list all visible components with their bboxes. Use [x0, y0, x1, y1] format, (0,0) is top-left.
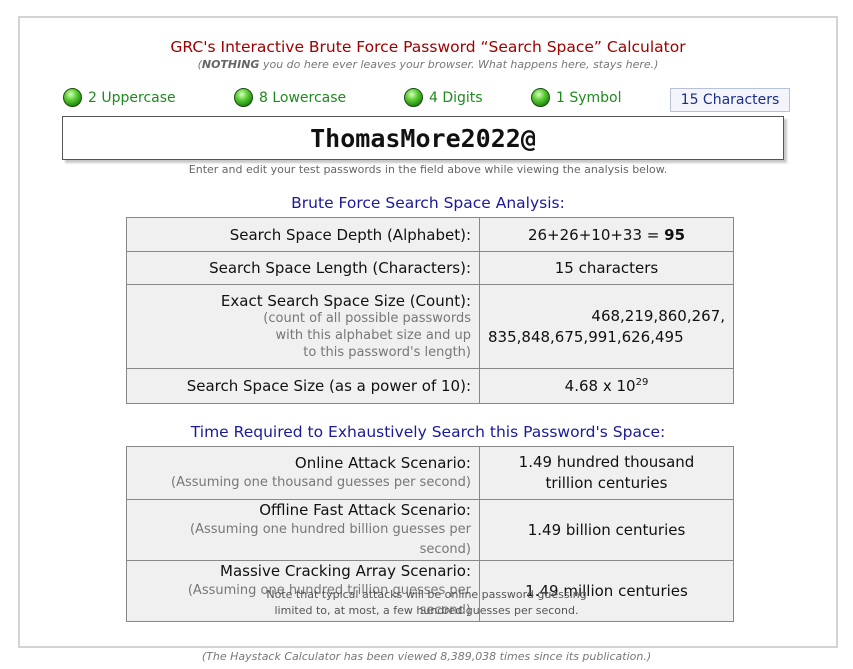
offline-label: Offline Fast Attack Scenario:: [259, 501, 471, 519]
password-input[interactable]: ThomasMore2022@: [62, 116, 784, 160]
depth-total: 95: [664, 225, 686, 244]
subtitle-rest: you do here ever leaves your browser. Wh…: [259, 58, 659, 71]
power-exponent: 29: [635, 377, 649, 388]
note-line-2: limited to, at most, a few hundred guess…: [274, 604, 579, 617]
power-label: Search Space Size (as a power of 10):: [126, 368, 480, 404]
size-value-2: 835,848,675,991,626,495: [488, 327, 684, 346]
depth-label: Search Space Depth (Alphabet):: [126, 217, 480, 252]
green-light-icon: [531, 88, 550, 107]
indicator-uppercase: 2 Uppercase: [63, 88, 176, 107]
offline-value: 1.49 billion centuries: [479, 499, 734, 561]
length-value: 15 characters: [479, 251, 734, 285]
table-row: Search Space Depth (Alphabet): 26+26+10+…: [126, 217, 734, 252]
depth-value: 26+26+10+33 = 95: [479, 217, 734, 252]
table-row: Online Attack Scenario: (Assuming one th…: [126, 446, 734, 500]
indicator-lowercase: 8 Lowercase: [234, 88, 346, 107]
online-label-cell: Online Attack Scenario: (Assuming one th…: [126, 446, 480, 500]
calculator-panel: GRC's Interactive Brute Force Password “…: [18, 16, 838, 648]
table-row: Search Space Length (Characters): 15 cha…: [126, 251, 734, 285]
table-row: Search Space Size (as a power of 10): 4.…: [126, 368, 734, 404]
view-counter-footer: (The Haystack Calculator has been viewed…: [201, 650, 652, 663]
indicator-label: 8 Lowercase: [259, 89, 347, 106]
subtitle-open: (: [197, 58, 202, 71]
attack-note: Note that typical attacks will be online…: [0, 587, 853, 619]
online-value-2: trillion centuries: [545, 474, 668, 492]
massive-label: Massive Cracking Array Scenario:: [220, 562, 471, 580]
green-light-icon: [404, 88, 423, 107]
size-value-cell: 468,219,860,267, 835,848,675,991,626,495: [479, 284, 734, 369]
table-row: Offline Fast Attack Scenario: (Assuming …: [126, 499, 734, 561]
page-title: GRC's Interactive Brute Force Password “…: [170, 38, 686, 56]
note-line-1: Note that typical attacks will be online…: [266, 588, 587, 601]
green-light-icon: [63, 88, 82, 107]
power-value: 4.68 x 1029: [479, 368, 734, 404]
depth-expression: 26+26+10+33 =: [527, 225, 665, 244]
online-value-cell: 1.49 hundred thousand trillion centuries: [479, 446, 734, 500]
online-label: Online Attack Scenario:: [294, 454, 471, 472]
online-value-1: 1.49 hundred thousand: [518, 453, 695, 471]
power-base: 4.68 x 10: [564, 377, 636, 395]
analysis-table: Search Space Depth (Alphabet): 26+26+10+…: [126, 217, 734, 404]
massive-note: (Assuming one hundred trillion guesses p…: [187, 583, 471, 618]
massive-value: 1.49 million centuries: [479, 560, 734, 622]
indicator-digits: 4 Digits: [404, 88, 483, 107]
analysis-heading: Brute Force Search Space Analysis:: [291, 194, 565, 212]
table-row: Exact Search Space Size (Count): (count …: [126, 284, 734, 369]
size-note-2: with this alphabet size and up: [275, 327, 471, 343]
indicator-label: 2 Uppercase: [88, 89, 176, 106]
character-count-badge: 15 Characters: [670, 88, 790, 112]
size-label: Exact Search Space Size (Count):: [220, 291, 471, 310]
time-table: Online Attack Scenario: (Assuming one th…: [126, 446, 734, 622]
size-label-cell: Exact Search Space Size (Count): (count …: [126, 284, 480, 369]
indicator-symbol: 1 Symbol: [531, 88, 622, 107]
offline-label-cell: Offline Fast Attack Scenario: (Assuming …: [126, 499, 480, 561]
subtitle-emphasis: NOTHING: [201, 58, 260, 71]
time-heading: Time Required to Exhaustively Search thi…: [190, 423, 666, 441]
offline-note: (Assuming one hundred billion guesses pe…: [190, 522, 471, 557]
online-note: (Assuming one thousand guesses per secon…: [171, 475, 471, 490]
size-value-1: 468,219,860,267,: [591, 306, 725, 325]
indicator-label: 1 Symbol: [556, 89, 622, 106]
green-light-icon: [234, 88, 253, 107]
size-note-3: to this password's length): [303, 344, 471, 360]
indicator-label: 4 Digits: [429, 89, 483, 106]
length-label: Search Space Length (Characters):: [126, 251, 480, 285]
page-subtitle: (NOTHING you do here ever leaves your br…: [20, 58, 836, 71]
input-hint: Enter and edit your test passwords in th…: [188, 163, 668, 176]
massive-label-cell: Massive Cracking Array Scenario: (Assumi…: [126, 560, 480, 622]
table-row: Massive Cracking Array Scenario: (Assumi…: [126, 560, 734, 622]
size-note-1: (count of all possible passwords: [263, 310, 471, 326]
